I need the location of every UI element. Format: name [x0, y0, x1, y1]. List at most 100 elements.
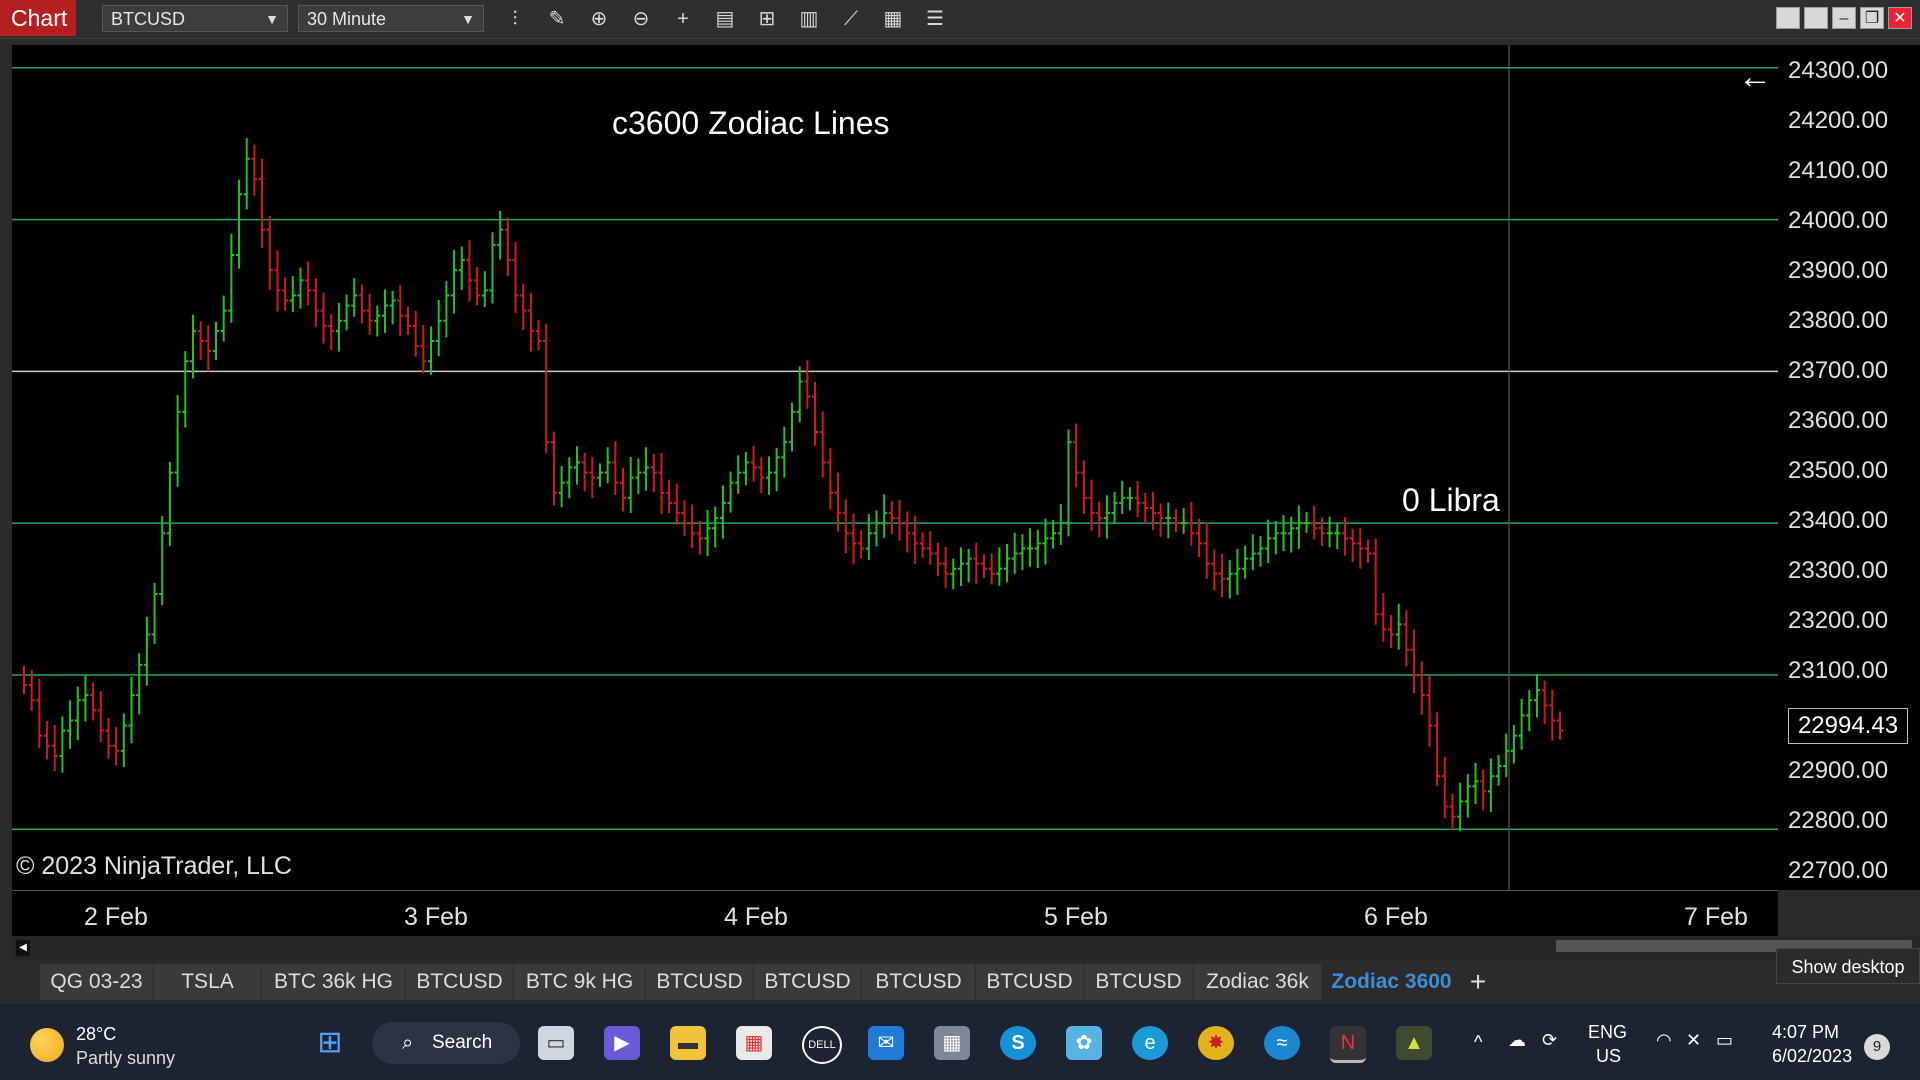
- tab-btcusd[interactable]: BTCUSD: [862, 964, 976, 1000]
- weather-app-icon[interactable]: ≈: [1264, 1026, 1300, 1060]
- tab-btcusd[interactable]: BTCUSD: [976, 964, 1084, 1000]
- chart-app-label[interactable]: Chart: [0, 0, 76, 36]
- tab-btc-9k-hg[interactable]: BTC 9k HG: [514, 964, 646, 1000]
- tab-tsla[interactable]: TSLA: [154, 964, 262, 1000]
- tab-btc-36k-hg[interactable]: BTC 36k HG: [262, 964, 406, 1000]
- timeframe-value: 30 Minute: [307, 9, 387, 29]
- tab-btcusd[interactable]: BTCUSD: [1084, 964, 1194, 1000]
- language-code[interactable]: ENG: [1588, 1022, 1628, 1042]
- price-tick: 24000.00: [1788, 207, 1889, 234]
- template-icon[interactable]: ⊞: [758, 8, 776, 30]
- ohlc-bar: [151, 582, 158, 645]
- edge-icon[interactable]: e: [1132, 1026, 1168, 1060]
- list-icon[interactable]: ☰: [926, 8, 944, 30]
- price-chart: [12, 45, 1778, 890]
- wifi-icon[interactable]: ◠: [1656, 1030, 1672, 1050]
- bar-type-icon[interactable]: ⫶: [512, 8, 518, 30]
- ohlc-bar: [451, 249, 458, 314]
- ohlc-bar: [673, 483, 680, 525]
- date-tick: 2 Feb: [84, 903, 148, 931]
- start-icon[interactable]: ⊞: [317, 1026, 343, 1059]
- close-icon[interactable]: ✕: [1888, 7, 1912, 29]
- ohlc-bar: [911, 515, 918, 565]
- tab-zodiac-3600[interactable]: Zodiac 3600: [1322, 964, 1462, 1000]
- tab-qg-03-23[interactable]: QG 03-23: [40, 964, 154, 1000]
- arrow-left-icon[interactable]: ←: [1738, 58, 1772, 96]
- minimize-icon[interactable]: –: [1832, 7, 1856, 29]
- ohlc-bar: [812, 381, 819, 446]
- crosshair-icon[interactable]: +: [677, 8, 689, 30]
- clock-date[interactable]: 6/02/2023: [1772, 1046, 1853, 1066]
- weather-sun-icon[interactable]: [30, 1028, 64, 1062]
- chevron-up-icon[interactable]: ^: [1474, 1032, 1483, 1052]
- task-view-icon[interactable]: ▭: [538, 1026, 574, 1060]
- ohlc-bar: [643, 447, 650, 491]
- chart-scrollbar[interactable]: ◀: [12, 936, 1920, 960]
- data-box-icon[interactable]: ▥: [799, 8, 819, 30]
- instrument-selector[interactable]: BTCUSD ▼: [102, 5, 288, 32]
- ohlc-bar: [166, 461, 173, 546]
- price-axis[interactable]: 24300.00 24200.00 24100.00 24000.00 2390…: [1778, 45, 1920, 890]
- ohlc-bar: [1196, 518, 1203, 558]
- ohlc-bar: [228, 233, 235, 323]
- notification-badge[interactable]: 9: [1864, 1034, 1890, 1060]
- scroll-left-icon[interactable]: ◀: [16, 940, 30, 956]
- tab-btcusd[interactable]: BTCUSD: [646, 964, 754, 1000]
- ohlc-bar: [1418, 661, 1425, 715]
- indicator-icon[interactable]: ▦: [883, 8, 903, 30]
- dell-icon[interactable]: DELL: [802, 1026, 842, 1064]
- sync-icon[interactable]: ⟳: [1542, 1030, 1558, 1050]
- taskbar-search[interactable]: ⌕ Search: [372, 1022, 520, 1064]
- region-code[interactable]: US: [1596, 1046, 1622, 1066]
- chat-icon[interactable]: ▶: [604, 1026, 640, 1060]
- ohlc-bar: [520, 283, 527, 330]
- maximize-icon[interactable]: ❐: [1860, 7, 1884, 29]
- ohlc-bar: [566, 457, 573, 499]
- mute-icon[interactable]: ✕: [1686, 1030, 1702, 1050]
- ohlc-bar: [343, 294, 350, 331]
- weather-temperature[interactable]: 28°C: [76, 1024, 117, 1044]
- ninjatrader-icon[interactable]: N: [1330, 1026, 1366, 1063]
- ohlc-bar: [504, 217, 511, 277]
- zodiac-line-label: 0 Libra: [1402, 482, 1500, 518]
- timeframe-selector[interactable]: 30 Minute ▼: [298, 5, 484, 32]
- ohlc-bar: [1173, 508, 1179, 533]
- ohlc-bar: [804, 360, 811, 409]
- mail-icon[interactable]: ✉: [868, 1026, 904, 1060]
- clock-time[interactable]: 4:07 PM: [1772, 1022, 1840, 1042]
- cloud-icon[interactable]: ☁: [1508, 1030, 1526, 1050]
- ohlc-bar: [143, 616, 150, 686]
- terminal-icon[interactable]: ▲: [1396, 1026, 1432, 1060]
- ohlc-bar: [1011, 532, 1018, 574]
- zoom-out-icon[interactable]: ⊖: [632, 8, 650, 30]
- file-explorer-icon[interactable]: ▬: [670, 1026, 706, 1060]
- ohlc-bar: [1426, 675, 1433, 747]
- tab-btcusd[interactable]: BTCUSD: [406, 964, 514, 1000]
- tab-btcusd[interactable]: BTCUSD: [754, 964, 862, 1000]
- ohlc-bar: [919, 532, 926, 559]
- game-icon[interactable]: ✸: [1198, 1026, 1234, 1060]
- window-option-icon[interactable]: [1804, 7, 1828, 29]
- window-option-icon[interactable]: [1776, 7, 1800, 29]
- date-axis[interactable]: 2 Feb 3 Feb 4 Feb 5 Feb 6 Feb 7 Feb: [12, 890, 1778, 937]
- ohlc-bar: [1503, 733, 1510, 778]
- ohlc-bar: [1226, 560, 1233, 599]
- paint-icon[interactable]: ✿: [1066, 1026, 1102, 1060]
- battery-icon[interactable]: ▭: [1716, 1030, 1734, 1050]
- ohlc-bar: [1449, 793, 1456, 830]
- tab-zodiac-36k[interactable]: Zodiac 36k: [1194, 964, 1322, 1000]
- store-icon[interactable]: ▦: [736, 1026, 772, 1060]
- zoom-in-icon[interactable]: ⊕: [590, 8, 608, 30]
- skype-icon[interactable]: S: [1000, 1026, 1036, 1060]
- calculator-icon[interactable]: ▦: [934, 1026, 970, 1060]
- weather-description[interactable]: Partly sunny: [76, 1048, 176, 1068]
- ohlc-bar: [1349, 528, 1356, 563]
- add-tab-icon[interactable]: +: [1469, 966, 1487, 997]
- chart-plot-area[interactable]: c3600 Zodiac Lines 0 Libra © 2023 NinjaT…: [12, 45, 1778, 890]
- ohlc-bar: [996, 547, 1003, 586]
- draw-tool-icon[interactable]: ✎: [548, 8, 566, 30]
- ohlc-bar: [474, 267, 481, 306]
- date-tick: 5 Feb: [1044, 903, 1108, 931]
- strategy-icon[interactable]: ⟋: [844, 8, 858, 30]
- properties-icon[interactable]: ▤: [715, 8, 735, 30]
